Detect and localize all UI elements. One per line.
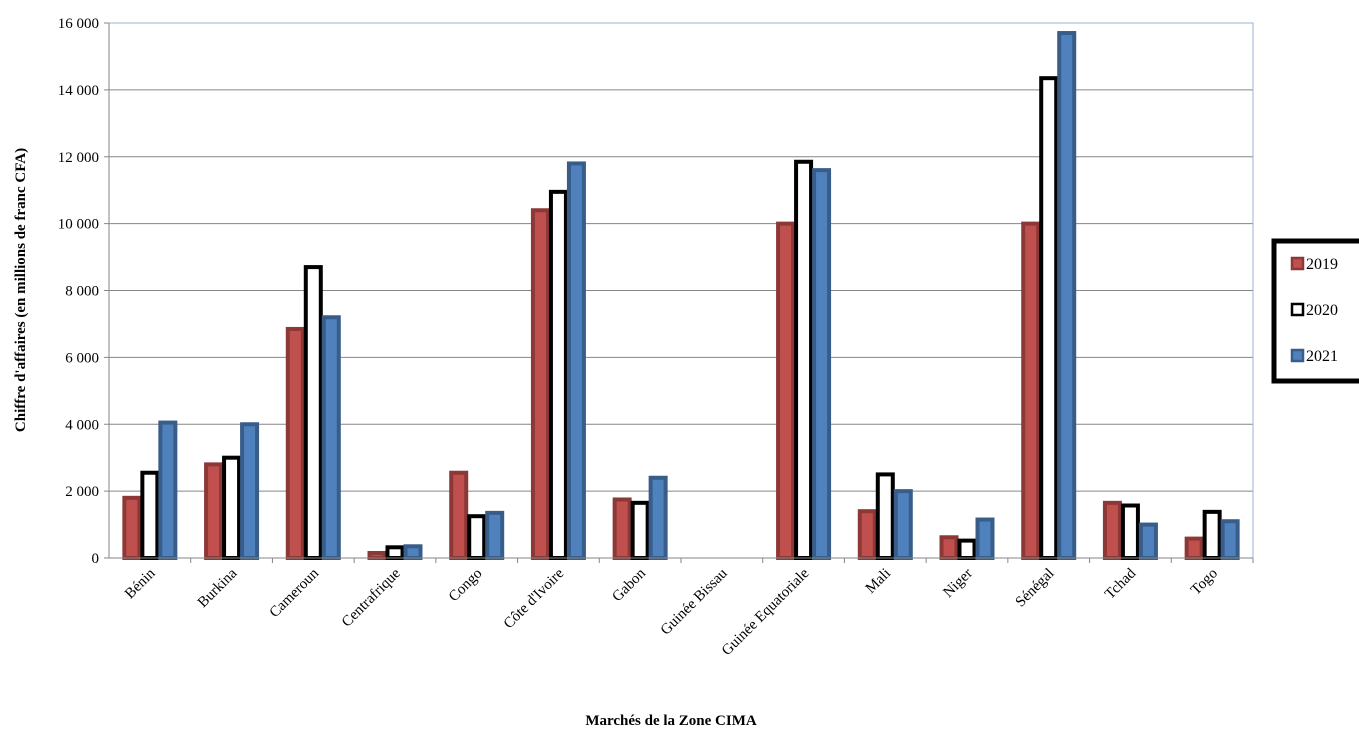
x-tick-label: Congo (446, 566, 486, 606)
bar-2021 (240, 422, 260, 560)
legend-label-2021: 2021 (1306, 348, 1338, 365)
bar-2019 (939, 535, 959, 560)
x-tick-label: Bénin (122, 565, 159, 602)
legend-swatch-2019 (1290, 256, 1305, 271)
bar-2020 (630, 500, 650, 560)
bar-2021 (158, 420, 178, 560)
bar-2020 (303, 265, 323, 560)
x-tick-label: Mali (863, 566, 894, 597)
bar-2021 (1057, 31, 1077, 560)
legend-swatch-2021 (1290, 348, 1305, 363)
bar-2019 (204, 462, 224, 560)
bar-2020 (385, 545, 405, 560)
bar-2020 (140, 470, 160, 560)
bar-2019 (1184, 536, 1204, 561)
bar-2019 (449, 470, 469, 560)
x-tick-label: Côte d'Ivoire (501, 565, 568, 632)
y-tick-label: 0 (92, 551, 100, 567)
y-tick-label: 12 000 (58, 150, 99, 166)
bar-2019 (285, 326, 305, 560)
bar-2020 (875, 472, 895, 560)
bar-2021 (1220, 519, 1240, 560)
x-tick-label: Guinée Equatoriale (719, 565, 813, 659)
bar-2020 (957, 538, 977, 560)
bar-2020 (548, 189, 568, 560)
bar-2019 (122, 495, 142, 560)
y-tick-label: 2 000 (65, 484, 99, 500)
legend-label-2019: 2019 (1306, 256, 1338, 273)
bar-2019 (857, 509, 877, 560)
bar-2020 (1202, 509, 1222, 561)
bar-2020 (1120, 503, 1140, 560)
legend-box (1271, 238, 1359, 384)
y-axis-title: Chiffre d'affaires (en millions de franc… (13, 148, 29, 432)
x-tick-label: Guinée Bissau (658, 565, 731, 638)
x-axis-title: Marchés de la Zone CIMA (585, 713, 757, 729)
y-tick-labels: 0 2 000 4 000 6 000 8 000 10 000 12 000 14 000 1… (58, 16, 99, 567)
bar-2019 (776, 221, 796, 560)
y-tick-label: 8 000 (65, 284, 99, 300)
bar-2019 (530, 208, 550, 560)
y-tick-label: 16 000 (58, 16, 99, 32)
bar-2020 (222, 455, 242, 560)
bar-2021 (975, 517, 995, 560)
bar-2019 (367, 550, 387, 560)
legend-swatch-2020 (1290, 302, 1305, 317)
bar-2021 (485, 510, 505, 560)
x-tick-label: Burkina (195, 565, 241, 611)
x-tick-label: Tchad (1102, 565, 1139, 602)
bar-2021 (566, 161, 586, 560)
bar-2020 (794, 159, 814, 560)
gridlines (104, 22, 1254, 563)
x-tick-label: Gabon (609, 565, 649, 605)
x-tick-labels: Bénin Burkina Cameroun Centrafrique Congo Côt… (122, 565, 1221, 659)
x-tick-label: Togo (1188, 566, 1221, 599)
bar-2021 (1138, 522, 1158, 560)
x-tick-label: Sénégal (1013, 566, 1058, 611)
bar-2021 (648, 475, 668, 560)
y-tick-label: 6 000 (65, 350, 99, 366)
bar-2020 (1039, 76, 1059, 560)
y-tick-label: 4 000 (65, 417, 99, 433)
bar-2019 (1102, 500, 1122, 560)
x-tick-label: Cameroun (267, 565, 323, 621)
bar-2021 (812, 168, 832, 560)
x-tick-label: Centrafrique (339, 565, 404, 630)
legend: 2019 2020 2021 (1271, 238, 1359, 384)
bar-2019 (1021, 221, 1041, 560)
bar-2021 (403, 544, 423, 560)
bars (122, 31, 1240, 561)
x-tick-label: Niger (940, 566, 975, 601)
y-tick-label: 10 000 (58, 217, 99, 233)
bar-2021 (893, 489, 913, 560)
bar-2019 (612, 497, 632, 560)
bar-2020 (467, 514, 487, 560)
y-tick-label: 14 000 (58, 83, 99, 99)
bar-2021 (321, 315, 341, 560)
legend-label-2020: 2020 (1306, 302, 1338, 319)
